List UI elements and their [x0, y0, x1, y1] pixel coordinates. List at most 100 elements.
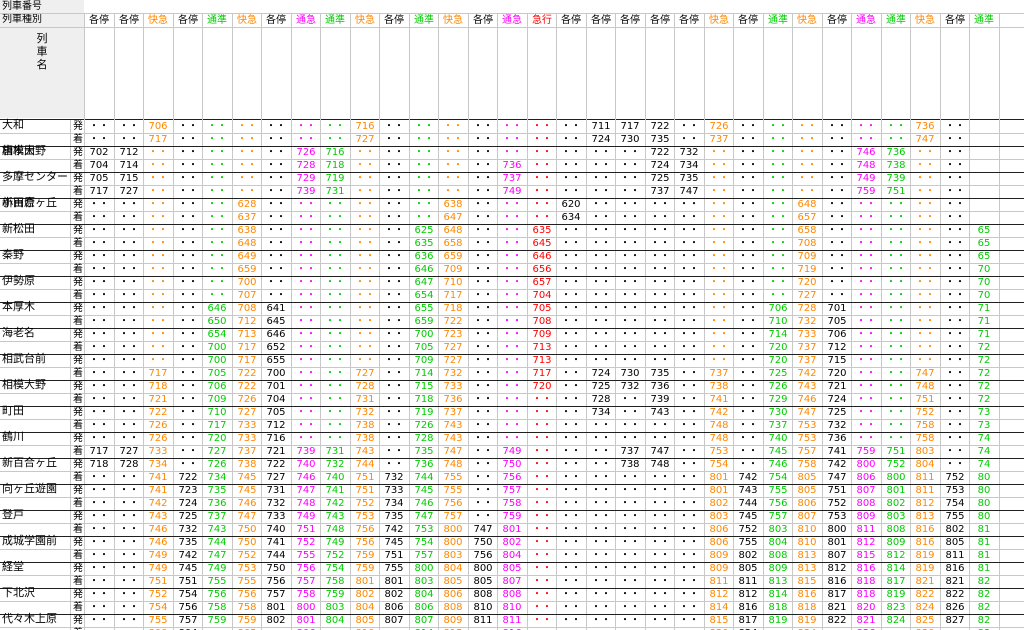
time-cell: ・・	[650, 433, 670, 444]
time-cell: ・・	[148, 342, 168, 353]
time-cell: ・・	[886, 225, 906, 236]
time-cell: ・・	[827, 225, 847, 236]
time-cell: 750	[237, 524, 257, 535]
time-cell: ・・	[709, 329, 729, 340]
time-cell: 811	[502, 615, 522, 626]
time-cell: ・・	[325, 238, 345, 249]
time-cell: ・・	[414, 212, 434, 223]
time-cell: ・・	[473, 342, 493, 353]
time-cell: ・・	[856, 238, 876, 249]
time-cell: 750	[237, 537, 257, 548]
time-cell: ・・	[325, 212, 345, 223]
time-cell: 815	[438, 627, 468, 630]
time-cell: 700	[207, 355, 227, 366]
time-cell: ・・	[237, 121, 257, 132]
body-top-line	[0, 119, 1024, 120]
train-type-cell: 快急	[797, 15, 817, 26]
time-cell: 759	[502, 511, 522, 522]
time-cell: ・・	[119, 316, 139, 327]
time-cell: ・・	[886, 121, 906, 132]
time-cell: ・・	[856, 303, 876, 314]
time-cell: ・・	[591, 212, 611, 223]
time-cell: 726	[709, 121, 729, 132]
time-cell: 758	[237, 602, 257, 613]
time-cell: ・・	[207, 199, 227, 210]
time-cell: ・・	[89, 420, 109, 431]
time-cell: ・・	[443, 160, 463, 171]
time-cell: ・・	[591, 485, 611, 496]
time-cell: 821	[945, 576, 965, 587]
time-cell: 812	[886, 550, 906, 561]
time-cell: ・・	[768, 212, 788, 223]
time-cell: 708	[237, 303, 257, 314]
time-cell: 737	[797, 355, 817, 366]
time-cell: ・・	[502, 394, 522, 405]
time-cell: ・・	[945, 251, 965, 262]
time-cell: ・・	[856, 407, 876, 418]
time-cell: 735	[650, 368, 670, 379]
time-cell: ・・	[591, 251, 611, 262]
time-cell: ・・	[679, 225, 699, 236]
time-cell: ・・	[945, 394, 965, 405]
column-line	[527, 13, 528, 630]
time-cell: ・・	[945, 134, 965, 145]
arrive-depart-label: 着	[73, 550, 83, 561]
time-cell: ・・	[945, 420, 965, 431]
time-cell: ・・	[502, 368, 522, 379]
time-cell: 746	[237, 498, 257, 509]
time-cell: ・・	[384, 251, 404, 262]
time-cell: 751	[915, 394, 935, 405]
time-cell: 82	[977, 589, 991, 600]
time-cell: 812	[856, 537, 876, 548]
train-type-cell: 各停	[620, 15, 640, 26]
row-line	[0, 211, 1024, 212]
time-cell: ・・	[473, 134, 493, 145]
time-cell: ・・	[532, 576, 552, 587]
time-cell: 759	[856, 446, 876, 457]
time-cell: ・・	[886, 329, 906, 340]
time-cell: ・・	[591, 303, 611, 314]
time-cell: 756	[237, 589, 257, 600]
time-cell: ・・	[738, 199, 758, 210]
time-cell: 73	[977, 420, 991, 431]
train-type-cell: 各停	[650, 15, 670, 26]
time-cell: ・・	[768, 160, 788, 171]
time-cell: ・・	[679, 511, 699, 522]
time-cell: 734	[679, 160, 699, 171]
time-cell: 804	[173, 627, 203, 630]
time-cell: 716	[355, 121, 375, 132]
time-cell: ・・	[296, 303, 316, 314]
time-cell: 705	[266, 407, 286, 418]
time-cell: ・・	[709, 277, 729, 288]
time-cell: ・・	[822, 627, 852, 630]
time-cell: ・・	[148, 199, 168, 210]
time-cell: ・・	[178, 407, 198, 418]
time-cell: ・・	[586, 627, 616, 630]
time-cell: 821	[856, 615, 876, 626]
time-cell: 735	[414, 446, 434, 457]
time-cell: ・・	[945, 225, 965, 236]
time-cell: ・・	[915, 355, 935, 366]
time-cell: ・・	[266, 186, 286, 197]
time-cell: ・・	[473, 147, 493, 158]
time-cell: 74	[977, 433, 991, 444]
time-cell: ・・	[89, 368, 109, 379]
time-cell: ・・	[473, 225, 493, 236]
time-cell: 706	[827, 329, 847, 340]
time-cell: 804	[915, 459, 935, 470]
time-cell: 746	[296, 472, 316, 483]
time-cell: 724	[650, 160, 670, 171]
time-cell: ・・	[532, 394, 552, 405]
time-cell: 700	[266, 368, 286, 379]
time-cell: ・・	[709, 355, 729, 366]
time-cell: ・・	[915, 290, 935, 301]
time-cell: 717	[148, 134, 168, 145]
time-cell: 730	[620, 368, 640, 379]
arrive-depart-label: 発	[73, 329, 83, 340]
time-cell: 756	[266, 576, 286, 587]
time-cell: 718	[148, 381, 168, 392]
time-cell: 757	[443, 511, 463, 522]
time-cell: ・・	[148, 303, 168, 314]
time-cell: 727	[207, 446, 227, 457]
time-cell: ・・	[679, 433, 699, 444]
